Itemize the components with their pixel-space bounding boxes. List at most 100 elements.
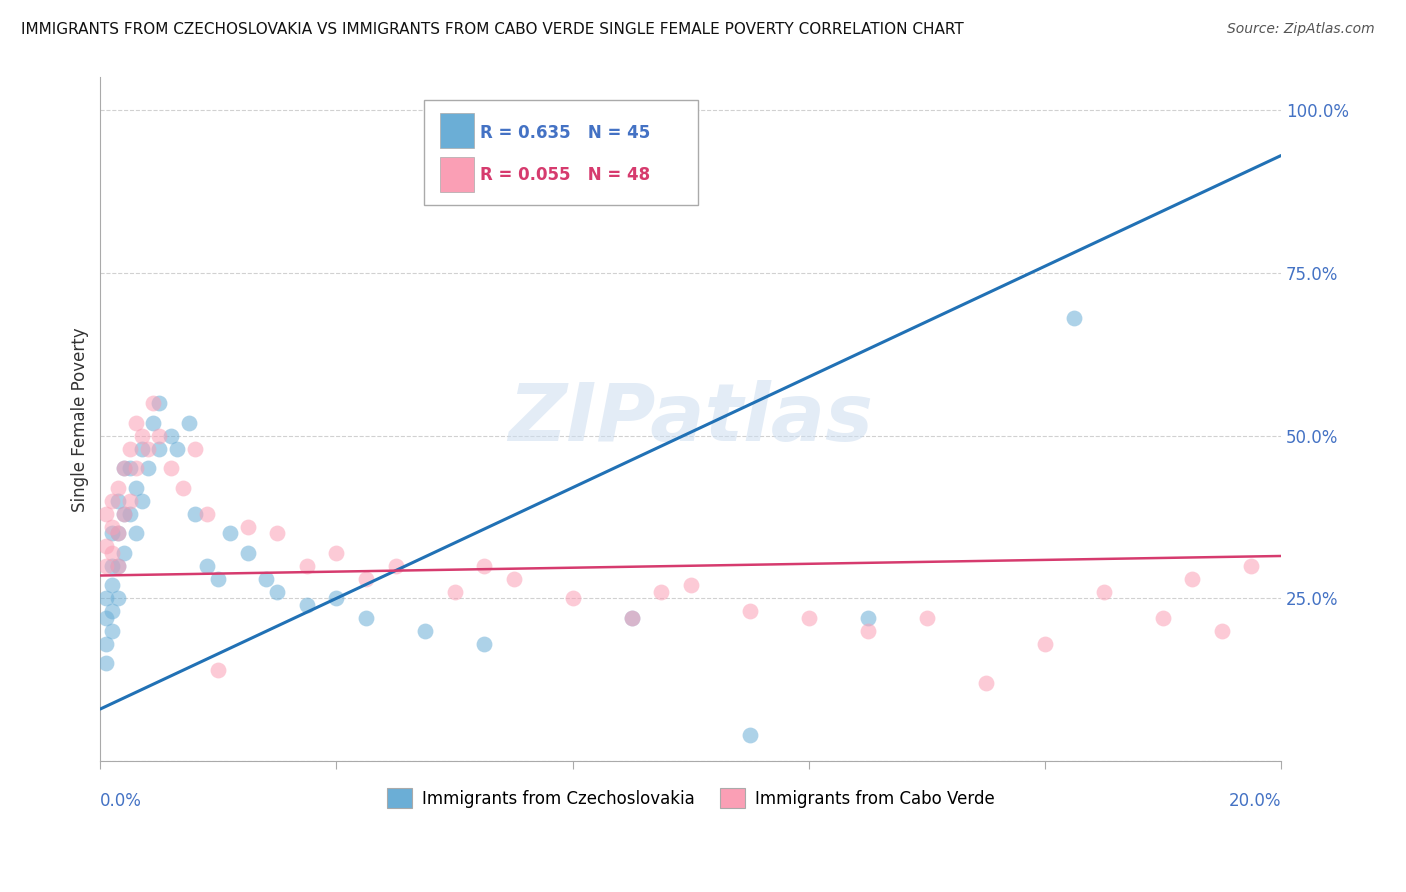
Point (1092, 584, 1115, 599)
Point (172, 481, 194, 495)
Point (112, 461, 135, 475)
Point (184, 507, 207, 521)
Text: Source: ZipAtlas.com: Source: ZipAtlas.com (1227, 22, 1375, 37)
Point (148, 442, 170, 456)
Point (1152, 611, 1174, 625)
Point (101, 558, 124, 573)
Y-axis label: Single Female Poverty: Single Female Poverty (72, 327, 89, 512)
Point (107, 493, 129, 508)
Point (107, 481, 129, 495)
Point (384, 558, 406, 573)
Point (96, 611, 118, 625)
Point (118, 461, 141, 475)
Point (107, 526, 129, 541)
Point (148, 396, 170, 410)
Point (254, 572, 277, 586)
Point (96, 657, 118, 671)
Point (738, 728, 761, 742)
Point (112, 546, 135, 560)
Point (96, 558, 118, 573)
Point (101, 546, 124, 560)
Point (131, 442, 153, 456)
Point (915, 611, 938, 625)
Point (166, 442, 188, 456)
Point (354, 572, 377, 586)
Point (856, 624, 879, 638)
Point (974, 676, 997, 690)
Point (266, 584, 288, 599)
Point (101, 526, 124, 541)
Point (125, 481, 148, 495)
Point (219, 526, 242, 541)
Point (118, 493, 141, 508)
Point (101, 604, 124, 618)
Point (295, 558, 318, 573)
Text: IMMIGRANTS FROM CZECHOSLOVAKIA VS IMMIGRANTS FROM CABO VERDE SINGLE FEMALE POVER: IMMIGRANTS FROM CZECHOSLOVAKIA VS IMMIGR… (21, 22, 965, 37)
Point (650, 584, 672, 599)
Point (101, 624, 124, 638)
Point (1063, 311, 1085, 326)
Point (1181, 572, 1204, 586)
Point (160, 461, 183, 475)
Point (96, 507, 118, 521)
Point (131, 428, 153, 442)
Point (136, 442, 159, 456)
Point (195, 558, 218, 573)
Point (142, 416, 165, 430)
Point (101, 493, 124, 508)
Point (184, 442, 207, 456)
Point (1033, 637, 1056, 651)
Point (472, 558, 495, 573)
Point (107, 558, 129, 573)
Point (295, 598, 318, 612)
Point (177, 416, 200, 430)
Point (125, 461, 148, 475)
Point (96, 591, 118, 606)
Point (325, 591, 347, 606)
Point (325, 546, 347, 560)
Point (620, 611, 643, 625)
Point (125, 526, 148, 541)
Point (148, 428, 170, 442)
Point (101, 578, 124, 592)
Point (125, 416, 148, 430)
Point (118, 442, 141, 456)
Point (502, 572, 524, 586)
Point (413, 624, 436, 638)
Point (207, 663, 229, 677)
Point (195, 507, 218, 521)
Point (207, 572, 229, 586)
Point (136, 461, 159, 475)
Point (354, 611, 377, 625)
Point (101, 519, 124, 533)
Point (443, 584, 465, 599)
Point (96, 637, 118, 651)
Point (107, 591, 129, 606)
Point (561, 591, 583, 606)
Point (112, 507, 135, 521)
Point (1211, 624, 1233, 638)
Text: R = 0.055   N = 48: R = 0.055 N = 48 (481, 166, 651, 184)
Point (236, 546, 259, 560)
Point (107, 558, 129, 573)
Point (160, 428, 183, 442)
Legend: Immigrants from Czechoslovakia, Immigrants from Cabo Verde: Immigrants from Czechoslovakia, Immigran… (380, 781, 1001, 814)
Point (112, 507, 135, 521)
Point (738, 604, 761, 618)
Point (266, 526, 288, 541)
Point (1240, 558, 1263, 573)
Point (112, 461, 135, 475)
Point (142, 396, 165, 410)
Point (118, 507, 141, 521)
Point (107, 526, 129, 541)
Text: ZIPatlas: ZIPatlas (508, 380, 873, 458)
Text: R = 0.635   N = 45: R = 0.635 N = 45 (481, 125, 651, 143)
Point (679, 578, 702, 592)
Point (236, 519, 259, 533)
Point (96, 539, 118, 553)
Text: 0.0%: 0.0% (100, 791, 142, 810)
Point (620, 611, 643, 625)
Point (856, 611, 879, 625)
Point (472, 637, 495, 651)
Point (797, 611, 820, 625)
